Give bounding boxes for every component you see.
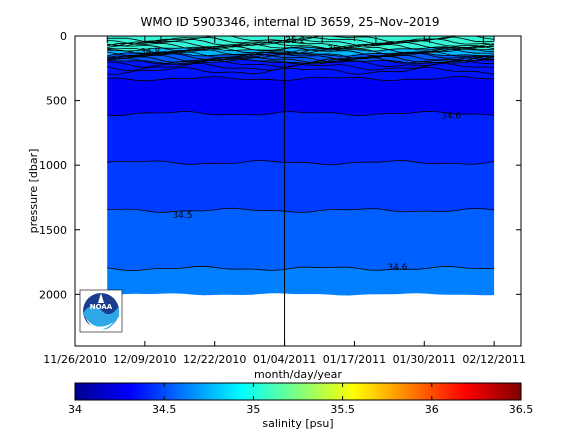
- contour-line: [107, 55, 495, 64]
- x-tick-label: 11/26/2010: [43, 353, 106, 366]
- contour-label: 35: [327, 44, 338, 54]
- contour-line: [107, 41, 495, 50]
- field-band: [107, 208, 495, 271]
- field-band: [107, 111, 495, 165]
- contour-line: [107, 52, 495, 61]
- colorbar-ticks: 34 34.5 35 35.5 36 36.5: [68, 383, 533, 416]
- x-tick-label: 12/09/2010: [113, 353, 176, 366]
- contour-label: 34.8: [140, 48, 160, 58]
- contour-line: [107, 110, 495, 117]
- contour-line: [107, 66, 495, 75]
- colorbar: [74, 382, 522, 401]
- contour-line: [107, 53, 495, 63]
- field-band: [107, 160, 495, 213]
- contour-line: [107, 59, 495, 65]
- noaa-logo-text: NOAA: [90, 303, 113, 311]
- y-axis-label: pressure [dbar]: [27, 149, 40, 234]
- colorbar-tick-label: 34: [68, 403, 82, 416]
- x-tick-label: 02/12/2011: [462, 353, 525, 366]
- x-tick-label: 01/04/2011: [253, 353, 316, 366]
- contour-label: 34.5: [172, 211, 192, 221]
- contour-label: 34.6: [441, 111, 461, 121]
- contour-line: [107, 46, 495, 52]
- field-band: [107, 76, 495, 116]
- field-band: [107, 266, 495, 296]
- y-axis: 0 500 1000 1500 2000: [39, 30, 521, 301]
- contour-labels: 34.8 35.2 35 34.6 34.5 34.6: [140, 36, 461, 273]
- y-tick-label: 1500: [39, 224, 67, 237]
- contour-line: [107, 207, 495, 213]
- x-tick-label: 01/30/2011: [393, 353, 456, 366]
- contour-line: [107, 160, 495, 166]
- noaa-logo: NOAA: [79, 289, 123, 333]
- contour-line: [107, 76, 495, 82]
- x-axis: 11/26/2010 12/09/2010 12/22/2010 01/04/2011…: [43, 36, 526, 366]
- colorbar-tick-label: 35: [246, 403, 260, 416]
- contour-line: [107, 265, 495, 272]
- x-tick-label: 01/17/2011: [323, 353, 386, 366]
- y-tick-label: 0: [60, 30, 67, 43]
- plot-frame: [74, 35, 522, 347]
- y-tick-label: 1000: [39, 159, 67, 172]
- colorbar-tick-label: 34.5: [152, 403, 177, 416]
- colorbar-tick-label: 36: [425, 403, 439, 416]
- y-tick-label: 500: [46, 95, 67, 108]
- contour-line: [107, 62, 495, 72]
- salinity-field: [107, 36, 495, 296]
- x-axis-label: month/day/year: [254, 368, 342, 381]
- x-tick-label: 12/22/2010: [183, 353, 246, 366]
- contour-line: [107, 43, 495, 52]
- chart-title: WMO ID 5903346, internal ID 3659, 25–Nov…: [141, 15, 440, 29]
- y-tick-label: 2000: [39, 288, 67, 301]
- contour-label: 34.6: [387, 263, 407, 273]
- contour-label: 35.2: [285, 36, 305, 46]
- colorbar-tick-label: 36.5: [509, 403, 534, 416]
- field-band: [107, 59, 495, 81]
- colorbar-label: salinity [psu]: [262, 417, 333, 430]
- colorbar-tick-label: 35.5: [330, 403, 355, 416]
